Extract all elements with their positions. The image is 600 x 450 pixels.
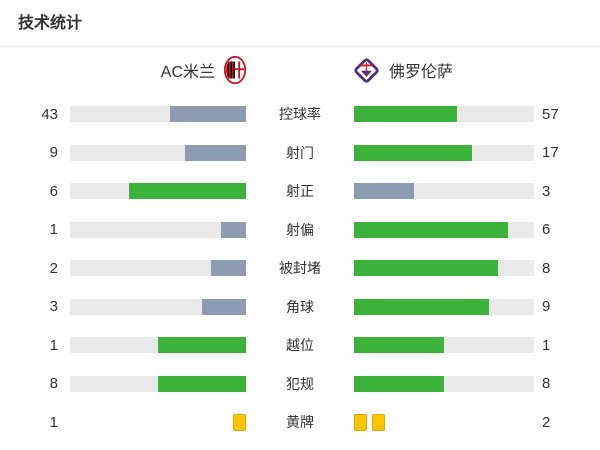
home-bar (70, 260, 246, 277)
home-value: 2 (49, 259, 58, 277)
home-value: 8 (49, 375, 58, 393)
bar-fill-losing (185, 144, 246, 161)
away-value: 3 (542, 182, 551, 200)
stat-label: 射门 (286, 144, 314, 161)
away-team-header[interactable]: 佛罗伦萨 (300, 57, 600, 84)
home-value: 1 (49, 413, 58, 431)
stat-row: 2 被封堵 8 (0, 249, 600, 288)
away-team-name: 佛罗伦萨 (389, 64, 454, 81)
home-value: 6 (49, 182, 58, 200)
away-bar (354, 183, 534, 200)
home-bar (70, 298, 246, 315)
stat-row: 3 角球 9 (0, 288, 600, 327)
away-value: 57 (542, 105, 559, 123)
home-bar (70, 106, 246, 123)
stat-row: 1 射偏 6 (0, 211, 600, 250)
bar-fill-winning (354, 375, 444, 392)
bar-fill-losing (354, 183, 414, 200)
bar-fill-winning (128, 183, 246, 200)
away-bar (354, 413, 534, 431)
stat-row: 1 越位 1 (0, 326, 600, 365)
away-value: 9 (542, 298, 551, 316)
home-value: 3 (49, 298, 58, 316)
away-bar (354, 221, 534, 238)
stat-label: 射正 (286, 183, 314, 200)
away-value: 1 (542, 336, 551, 354)
away-bar (354, 298, 534, 315)
home-bar (70, 413, 246, 431)
stat-label: 越位 (286, 337, 314, 354)
stat-label: 控球率 (279, 106, 321, 123)
away-bar (354, 260, 534, 277)
bar-fill-winning (354, 144, 472, 161)
ac-milan-crest-icon (224, 56, 246, 84)
fiorentina-crest-icon (353, 57, 380, 84)
title-divider (0, 46, 600, 47)
away-value: 6 (542, 221, 551, 239)
yellow-card-icon (233, 413, 246, 431)
home-value: 1 (49, 336, 58, 354)
bar-fill-losing (220, 221, 246, 238)
home-bar (70, 144, 246, 161)
away-bar (354, 106, 534, 123)
away-value: 8 (542, 259, 551, 277)
home-value: 9 (49, 144, 58, 162)
bar-fill-losing (170, 106, 246, 123)
away-value: 17 (542, 144, 559, 162)
home-bar (70, 337, 246, 354)
bar-fill-winning (354, 298, 489, 315)
yellow-card-icon (354, 413, 367, 431)
home-team-header[interactable]: AC米兰 (0, 56, 300, 84)
stat-row: 1 黄牌 2 (0, 403, 600, 442)
teams-header: AC米兰 (0, 47, 600, 93)
bar-fill-winning (354, 260, 498, 277)
panel-title: 技术统计 (18, 15, 83, 32)
home-team-name: AC米兰 (160, 64, 215, 81)
stat-label: 射偏 (286, 221, 314, 238)
stat-row: 43 控球率 57 (0, 95, 600, 134)
bar-fill-losing (210, 260, 246, 277)
home-value: 43 (41, 105, 58, 123)
stat-label: 被封堵 (279, 260, 321, 277)
home-bar (70, 221, 246, 238)
stats-rows: 43 控球率 57 9 射门 17 6 射正 3 1 射偏 6 2 被封堵 8 … (0, 95, 600, 442)
home-value: 1 (49, 221, 58, 239)
stat-row: 9 射门 17 (0, 134, 600, 173)
bar-fill-winning (354, 106, 457, 123)
bar-fill-winning (158, 337, 246, 354)
away-value: 2 (542, 413, 551, 431)
stat-row: 6 射正 3 (0, 172, 600, 211)
home-bar (70, 183, 246, 200)
bar-fill-winning (158, 375, 246, 392)
home-bar (70, 375, 246, 392)
away-bar (354, 144, 534, 161)
stat-label: 犯规 (286, 375, 314, 392)
bar-fill-winning (354, 221, 509, 238)
bar-fill-losing (202, 298, 246, 315)
away-value: 8 (542, 375, 551, 393)
stat-row: 8 犯规 8 (0, 365, 600, 404)
yellow-card-icon (372, 413, 385, 431)
away-bar (354, 337, 534, 354)
bar-fill-winning (354, 337, 444, 354)
away-bar (354, 375, 534, 392)
stat-label: 角球 (286, 298, 314, 315)
stat-label: 黄牌 (286, 414, 314, 431)
